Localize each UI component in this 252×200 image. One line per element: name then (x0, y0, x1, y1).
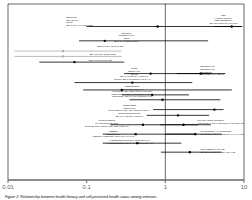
svg-text:EducationUnmarried (Ref)MalesO: EducationUnmarried (Ref)MalesOR:1 (0.44,… (114, 32, 139, 43)
svg-text:Living conditionsLive independ: Living conditionsLive independently(Ref)… (85, 119, 129, 127)
svg-text:Per Type (Phone access(0)Veter: Per Type (Phone access(0)Veteran care): … (197, 119, 244, 125)
svg-text:OR (0.5,0.3,0.42,0.54,0.55): OR (0.5,0.3,0.42,0.54,0.55) (89, 53, 116, 56)
svg-text:Education (ref)Education (ref): Education (ref)Education (ref)Education'… (201, 65, 225, 75)
svg-text:Race (0.3,0.6,0.62,1.22): Race (0.3,0.6,0.62,1.22) (89, 59, 113, 62)
svg-text:Poly/Pharmacy. VA technologist: Poly/Pharmacy. VA technologistOR Needed:… (201, 130, 244, 136)
svg-text:Risk groupOR (95% CI)OR 65OR (: Risk groupOR (95% CI)OR 65OR (0.5,0.4,0.… (66, 16, 93, 27)
svg-text:Hospitalization frequency usin: Hospitalization frequency using Mod (ref… (106, 139, 153, 144)
svg-text:INCOME RISKFemale/Male scale (: INCOME RISKFemale/Male scale (ref)low in… (111, 85, 153, 99)
svg-text:0.01: 0.01 (8, 184, 14, 190)
svg-text:DisabilityDisabled(ref)Disable: DisabilityDisabled(ref)Disabled Health C… (93, 130, 135, 138)
svg-text:Marital statusMarried (ref)Nev: Marital statusMarried (ref)Never married… (109, 104, 151, 117)
svg-text:10: 10 (241, 184, 244, 190)
svg-text:OR(0.5,0.3,0.42,0.54,0.38): OR(0.5,0.3,0.42,0.54,0.38) (97, 45, 123, 48)
svg-text:IllnessMarried (ref)OR 62OR: 1: IllnessMarried (ref)OR 62OR: 1.40 (95%CI… (120, 67, 148, 77)
svg-text:MaleFemale (Control)FEMALE BIN: MaleFemale (Control)FEMALE BINARYOR: 3.4… (209, 14, 238, 25)
svg-text:Income: OR: 0.42 (95%CI: 0.11,: Income: OR: 0.42 (95%CI: 0.11,0.4; 2 (114, 78, 151, 81)
svg-text:POLY/MEDICAL FRAUDOR: 209 (0.4: POLY/MEDICAL FRAUDOR: 209 (0.42,0.98-4.5… (201, 148, 236, 154)
svg-text:Figure 2: Relationship between: Figure 2: Relationship between health li… (8, 195, 157, 199)
svg-text:1: 1 (164, 184, 168, 190)
svg-text:0.1: 0.1 (82, 184, 91, 190)
